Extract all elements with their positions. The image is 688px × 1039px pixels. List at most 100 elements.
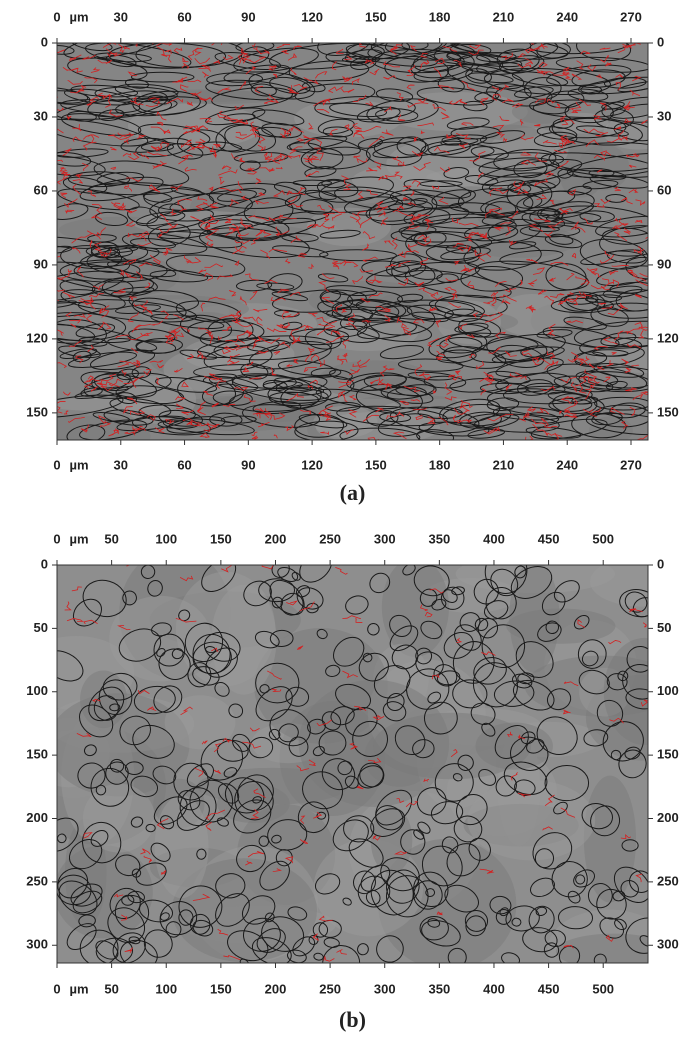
subgrain-boundary <box>510 772 518 781</box>
subgrain-boundary <box>544 794 555 807</box>
subgrain-boundary <box>570 381 578 393</box>
grain-boundary <box>329 369 353 380</box>
subgrain-boundary <box>517 63 532 69</box>
grain-boundary <box>228 703 244 718</box>
subgrain-boundary <box>434 146 450 154</box>
x-tick-label: 270 <box>620 9 642 24</box>
subgrain-boundary <box>239 295 247 306</box>
grain-boundary <box>389 406 480 433</box>
subgrain-boundary <box>299 601 315 612</box>
grain-boundary <box>277 360 336 376</box>
grain-boundary <box>90 246 121 259</box>
subgrain-boundary <box>613 218 619 222</box>
subgrain-boundary <box>372 835 381 841</box>
grain-boundary <box>342 897 352 906</box>
subgrain-boundary <box>64 601 72 611</box>
grain-boundary <box>78 914 96 928</box>
subgrain-boundary <box>549 356 554 360</box>
grain-boundary <box>132 724 175 759</box>
grain-boundary <box>481 624 526 669</box>
subgrain-boundary <box>92 698 101 702</box>
subgrain-boundary <box>413 213 425 220</box>
grain-boundary <box>590 805 621 837</box>
grain-boundary <box>511 917 522 927</box>
subgrain-boundary <box>488 187 503 197</box>
subgrain-boundary <box>275 230 290 236</box>
subgrain-boundary <box>544 360 555 370</box>
subgrain-boundary <box>246 331 253 337</box>
subgrain-boundary <box>420 52 428 58</box>
subgrain-boundary <box>253 335 264 342</box>
grain-boundary <box>362 652 373 663</box>
grain-boundary <box>472 662 518 708</box>
grain-boundary <box>128 290 199 313</box>
grain-boundary <box>215 123 261 153</box>
grain-boundary <box>57 817 79 852</box>
subgrain-boundary <box>199 118 213 123</box>
grain-boundary <box>158 648 191 680</box>
subgrain-boundary <box>170 184 183 191</box>
grain-boundary <box>440 586 465 610</box>
subgrain-boundary <box>383 75 396 80</box>
subgrain-boundary <box>437 85 455 90</box>
grain-boundary <box>319 229 361 239</box>
grain-boundary <box>95 937 134 963</box>
subgrain-boundary <box>241 195 249 201</box>
subgrain-boundary <box>479 868 495 874</box>
grain-boundary <box>602 721 644 762</box>
subgrain-boundary <box>545 170 555 178</box>
subgrain-boundary <box>447 374 456 380</box>
grain-boundary <box>325 285 378 297</box>
grain-boundary <box>542 326 620 349</box>
subgrain-boundary <box>405 801 419 808</box>
subgrain-boundary <box>57 401 66 409</box>
subgrain-boundary <box>253 46 262 55</box>
subgrain-boundary <box>287 53 298 61</box>
subgrain-boundary <box>194 767 204 777</box>
subgrain-boundary <box>423 59 430 65</box>
subgrain-boundary <box>452 217 460 224</box>
subgrain-boundary <box>71 67 83 73</box>
subgrain-boundary <box>300 409 312 415</box>
subgrain-boundary <box>133 102 144 106</box>
grain-boundary <box>418 421 490 437</box>
subgrain-boundary <box>596 74 603 79</box>
grain-boundary <box>375 805 404 831</box>
subgrain-boundary <box>628 164 637 168</box>
subgrain-boundary <box>426 221 434 230</box>
grain-boundary <box>252 796 262 804</box>
subgrain-boundary <box>566 272 575 281</box>
grain-boundary <box>346 43 410 61</box>
subgrain-boundary <box>347 313 356 323</box>
subgrain-boundary <box>392 209 413 217</box>
subgrain-boundary <box>417 97 427 103</box>
grain-boundary <box>192 919 214 937</box>
subgrain-boundary <box>599 47 611 50</box>
y-tick-label: 250 <box>26 873 48 888</box>
grain-boundary <box>576 43 632 62</box>
subgrain-boundary <box>303 366 317 373</box>
subgrain-boundary <box>571 252 577 259</box>
subgrain-boundary <box>576 60 584 70</box>
grain-boundary <box>431 189 476 207</box>
y-tick-label: 150 <box>657 404 679 419</box>
grain-boundary <box>105 761 129 785</box>
grain-boundary <box>255 662 300 704</box>
plot-frame <box>56 564 649 964</box>
grain-boundary <box>60 99 141 114</box>
subgrain-boundary <box>466 334 475 338</box>
grain-boundary <box>268 728 281 741</box>
subgrain-boundary <box>62 66 74 71</box>
subgrain-boundary <box>213 144 222 148</box>
grain-boundary <box>153 685 183 713</box>
grain-boundary <box>443 631 474 659</box>
grain-boundary <box>57 188 140 211</box>
subgrain-boundary <box>506 731 513 738</box>
grain-boundary <box>70 883 103 907</box>
subgrain-boundary <box>541 44 548 50</box>
subgrain-boundary <box>176 198 192 205</box>
subgrain-boundary <box>72 183 81 196</box>
grain-boundary <box>355 300 413 318</box>
subgrain-boundary <box>593 115 602 121</box>
grain-boundary <box>386 693 405 712</box>
